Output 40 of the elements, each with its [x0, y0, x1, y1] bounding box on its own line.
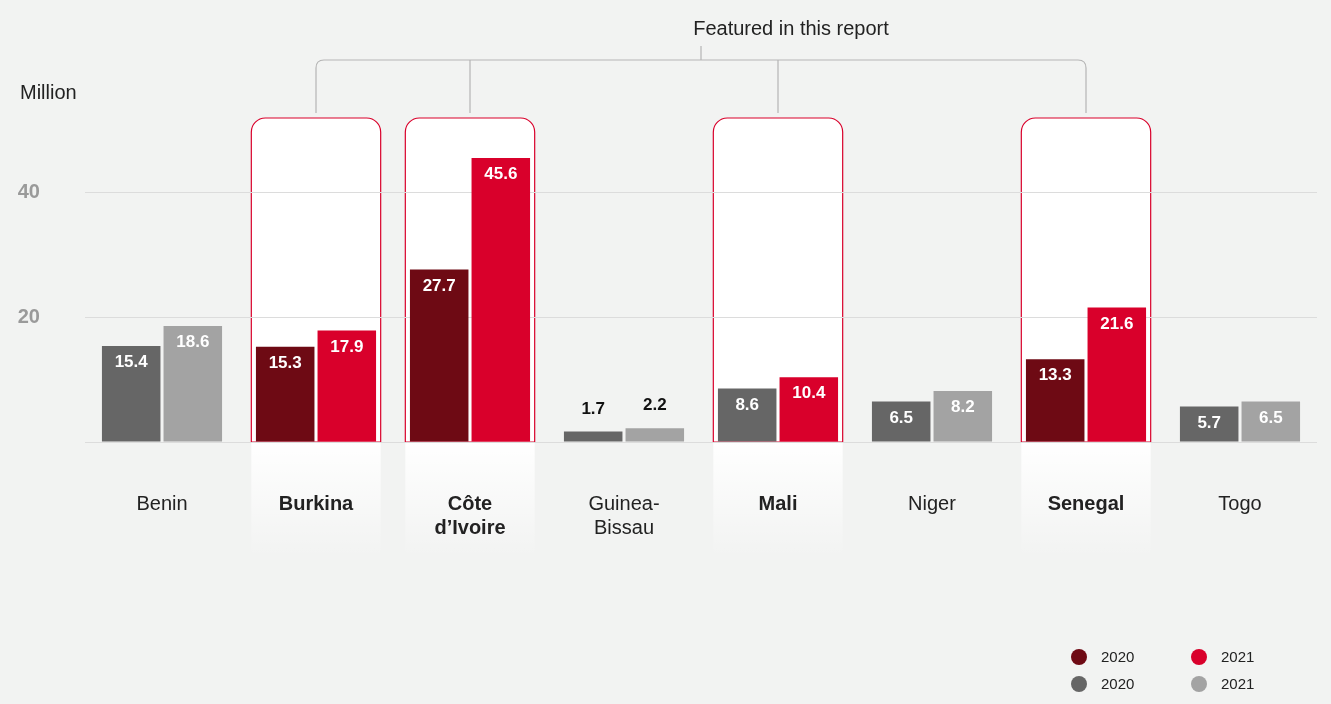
- x-tick-label: Benin: [136, 491, 188, 514]
- x-tick-label: Côte d’Ivoire: [434, 491, 506, 538]
- legend-label: 2021: [1221, 675, 1255, 692]
- data-label: 15.3: [268, 352, 302, 372]
- data-label: 18.6: [176, 332, 210, 352]
- legend-label: 2020: [1101, 675, 1135, 692]
- bar: [563, 431, 623, 442]
- y-tick-label: 40: [17, 180, 40, 203]
- data-label: 27.7: [422, 275, 456, 295]
- legend-label: 2020: [1101, 648, 1135, 665]
- data-label: 15.4: [114, 352, 149, 372]
- x-tick-label: Guinea-Bissau: [588, 491, 660, 538]
- data-label: 8.6: [735, 394, 760, 414]
- bar: [625, 428, 685, 442]
- bar: [933, 390, 993, 442]
- data-label: 17.9: [330, 336, 364, 356]
- data-label: 13.3: [1038, 365, 1072, 385]
- data-label: 6.5: [889, 407, 914, 427]
- data-label: 2.2: [642, 395, 667, 415]
- data-label: 5.7: [1197, 412, 1222, 432]
- data-label: 45.6: [484, 164, 518, 184]
- y-axis-title: Million: [20, 80, 77, 103]
- legend-label: 2021: [1221, 648, 1255, 665]
- x-tick-label: Mali: [758, 491, 798, 514]
- bar: [1179, 406, 1239, 442]
- bar: [163, 326, 223, 442]
- x-tick-label: Togo: [1218, 491, 1262, 514]
- data-label: 10.4: [792, 383, 826, 403]
- x-tick-label: Burkina: [278, 491, 355, 514]
- x-tick-label: Niger: [908, 491, 957, 514]
- bar: [101, 346, 161, 442]
- data-label: 21.6: [1100, 313, 1134, 333]
- x-tick-label: Senegal: [1047, 491, 1125, 514]
- y-tick-label: 20: [17, 304, 40, 327]
- bar: [871, 401, 931, 442]
- data-label: 6.5: [1258, 407, 1283, 427]
- data-label: 1.7: [581, 398, 606, 418]
- bar: [1241, 401, 1301, 442]
- text: Featured in this report: [693, 16, 890, 39]
- data-label: 8.2: [950, 397, 975, 417]
